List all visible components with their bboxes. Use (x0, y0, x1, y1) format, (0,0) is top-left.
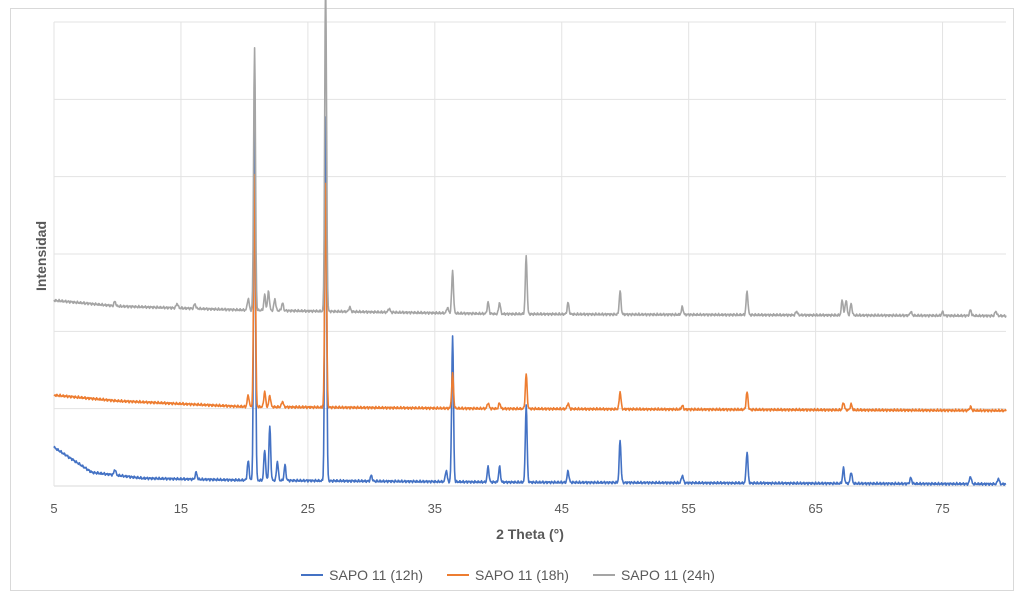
x-tick-label: 15 (174, 501, 188, 516)
x-tick-label: 35 (428, 501, 442, 516)
y-axis-title: Intensidad (33, 221, 49, 291)
series-layer (53, 0, 1007, 487)
xrd-line-chart: 5 15 25 35 45 55 65 75 2 Theta (°) Intensidad (33, 0, 1007, 542)
legend-label: SAPO 11 (24h) (620, 567, 715, 583)
x-tick-label: 25 (301, 501, 315, 516)
legend-label: SAPO 11 (12h) (329, 567, 424, 583)
series-line-2 (53, 173, 1007, 413)
legend-swatch (447, 574, 470, 576)
legend: SAPO 11 (12h) SAPO 11 (18h) SAPO 11 (24h) (0, 564, 1016, 586)
x-axis-title: 2 Theta (°) (496, 526, 564, 542)
legend-swatch (592, 574, 615, 576)
legend-item-2: SAPO 11 (18h) (447, 567, 569, 583)
chart-frame (10, 8, 1014, 591)
x-tick-label: 75 (935, 501, 949, 516)
x-tick-labels: 5 15 25 35 45 55 65 75 (50, 501, 949, 516)
x-tick-label: 65 (808, 501, 822, 516)
series-line-1 (53, 116, 1007, 487)
legend-swatch (301, 574, 324, 576)
legend-item-1: SAPO 11 (12h) (301, 567, 423, 583)
x-tick-label: 5 (50, 501, 57, 516)
legend-label: SAPO 11 (18h) (475, 567, 569, 583)
x-tick-label: 55 (681, 501, 695, 516)
series-line-3 (53, 0, 1007, 318)
legend-item-3: SAPO 11 (24h) (592, 567, 715, 583)
grid (53, 21, 1006, 487)
x-tick-label: 45 (554, 501, 568, 516)
